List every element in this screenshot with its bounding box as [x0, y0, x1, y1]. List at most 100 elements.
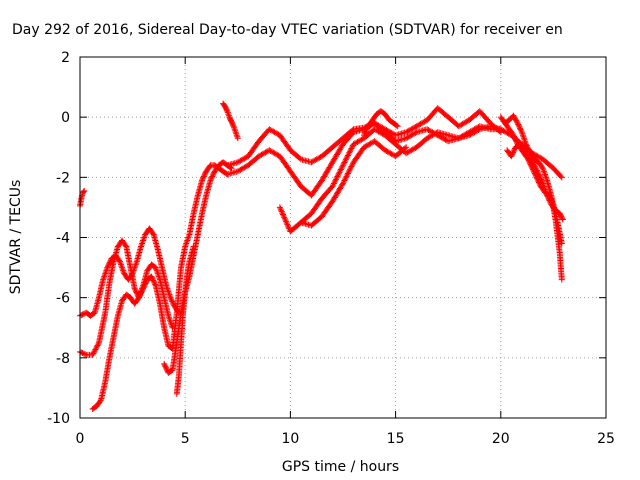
data-point: [363, 127, 370, 134]
y-tick-label: -8: [56, 351, 70, 367]
data-point: [558, 276, 565, 283]
data-point: [344, 171, 351, 178]
data-point: [92, 346, 99, 353]
data-point: [78, 349, 85, 356]
data-point: [80, 188, 87, 195]
data-point: [525, 156, 532, 163]
data-point: [136, 293, 143, 300]
data-point: [535, 178, 542, 185]
data-point: [333, 174, 340, 181]
data-point: [78, 312, 85, 319]
data-point: [93, 345, 100, 352]
data-point: [511, 133, 518, 140]
data-point: [529, 166, 536, 173]
data-point: [539, 164, 546, 171]
data-point: [548, 197, 555, 204]
data-point: [281, 214, 288, 221]
series-arc-3: [77, 237, 176, 358]
data-point: [141, 283, 148, 290]
data-point: [149, 274, 156, 281]
data-point: [340, 178, 347, 185]
data-point: [276, 204, 283, 211]
data-point: [91, 349, 98, 356]
data-point: [349, 162, 356, 169]
data-point: [106, 259, 113, 266]
data-point: [104, 264, 111, 271]
data-point: [230, 122, 237, 129]
data-point: [90, 350, 97, 357]
data-point: [510, 149, 517, 156]
data-point: [546, 193, 553, 200]
data-point: [89, 351, 96, 358]
data-point: [522, 149, 529, 156]
data-point: [522, 151, 529, 158]
data-point: [515, 122, 522, 129]
data-point: [338, 165, 345, 172]
data-point: [234, 135, 241, 142]
data-point: [329, 183, 336, 190]
data-point: [346, 167, 353, 174]
data-point: [335, 172, 342, 179]
data-point: [208, 176, 215, 183]
data-point: [558, 240, 565, 247]
data-point: [534, 176, 541, 183]
data-point: [526, 160, 533, 167]
data-point: [342, 156, 349, 163]
series-arc-12: [361, 108, 401, 139]
data-point: [525, 146, 532, 153]
data-point: [401, 145, 408, 152]
data-point: [168, 297, 175, 304]
data-point: [549, 200, 556, 207]
data-point: [201, 172, 208, 179]
data-point: [533, 174, 540, 181]
data-point: [547, 196, 554, 203]
data-point: [361, 130, 368, 137]
data-point: [161, 360, 168, 367]
data-point: [511, 146, 518, 153]
data-point: [143, 279, 150, 286]
data-point: [348, 163, 355, 170]
data-point: [93, 343, 100, 350]
data-point: [139, 286, 146, 293]
series-arc-7: [220, 100, 241, 142]
data-point: [330, 180, 337, 187]
x-tick-label: 25: [597, 431, 615, 447]
y-axis-label: SDTVAR / TECUs: [8, 180, 24, 295]
data-point: [524, 145, 531, 152]
data-point: [167, 294, 174, 301]
data-point: [509, 150, 516, 157]
data-point: [528, 162, 535, 169]
y-tick-label: 2: [61, 50, 70, 66]
data-point: [200, 174, 207, 181]
data-point: [510, 132, 517, 139]
data-point: [138, 288, 145, 295]
data-point: [412, 129, 419, 136]
data-point: [523, 153, 530, 160]
data-point: [517, 125, 524, 132]
data-point: [151, 280, 158, 287]
data-point: [512, 136, 519, 143]
data-point: [343, 155, 350, 162]
data-point: [512, 137, 519, 144]
data-point: [510, 148, 517, 155]
data-point: [91, 347, 98, 354]
data-point: [347, 148, 354, 155]
data-point: [535, 179, 542, 186]
data-point: [81, 187, 88, 194]
data-point: [344, 152, 351, 159]
data-point: [334, 173, 341, 180]
data-point: [190, 243, 197, 250]
data-point: [526, 158, 533, 165]
data-point: [169, 299, 176, 306]
data-point: [82, 351, 89, 358]
data-point: [150, 278, 157, 285]
data-point: [337, 166, 344, 173]
y-tick-label: -10: [47, 411, 70, 427]
data-point: [523, 141, 530, 148]
data-point: [511, 115, 518, 122]
data-point: [331, 179, 338, 186]
data-point: [340, 162, 346, 169]
data-point: [342, 176, 349, 183]
data-point: [106, 260, 113, 267]
